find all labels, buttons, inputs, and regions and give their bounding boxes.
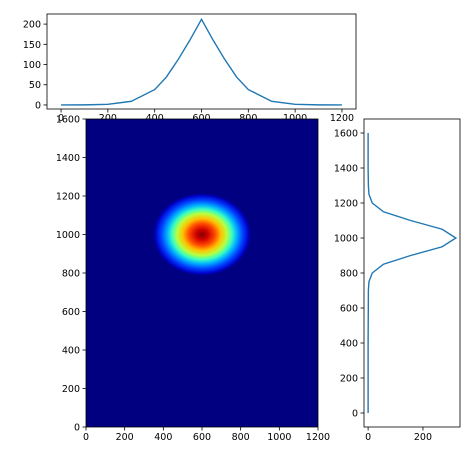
right-ytick-label-400: 400 xyxy=(340,339,358,350)
top-xtick-label-400: 400 xyxy=(146,113,164,124)
right-xtick-label-200: 200 xyxy=(414,432,432,443)
top-ytick-label-0: 0 xyxy=(35,100,41,111)
main-ytick-label-1200: 1200 xyxy=(56,192,80,203)
right-plot-background xyxy=(364,119,460,427)
top-profile-chart: 0 200 400 600 800 1000 1200 0 50 100 150 200 xyxy=(23,13,357,124)
main-ytick-label-1600: 1600 xyxy=(56,115,80,126)
main-xtick-label-800: 800 xyxy=(232,432,250,443)
top-xtick-label-600: 600 xyxy=(192,113,210,124)
right-ytick-label-200: 200 xyxy=(340,374,358,385)
top-xtick-label-1000: 1000 xyxy=(283,113,307,124)
top-ytick-label-200: 200 xyxy=(23,20,41,31)
right-xtick-label-0: 0 xyxy=(365,432,371,443)
main-ytick-label-600: 600 xyxy=(62,307,80,318)
top-xtick-label-800: 800 xyxy=(239,113,257,124)
top-xtick-label-1200: 1200 xyxy=(330,113,354,124)
top-xtick-label-0: 0 xyxy=(58,113,64,124)
main-xtick-label-0: 0 xyxy=(83,432,89,443)
right-ytick-label-0: 0 xyxy=(352,409,358,420)
right-series-line-0 xyxy=(367,133,458,413)
main-xtick-label-200: 200 xyxy=(116,432,134,443)
main-xtick-label-600: 600 xyxy=(193,432,211,443)
right-ytick-label-1400: 1400 xyxy=(334,164,358,175)
main-xtick-label-1000: 1000 xyxy=(267,432,291,443)
right-ytick-label-1000: 1000 xyxy=(334,234,358,245)
main-heatmap-chart: 0 200 400 600 800 1000 1200 0 200 400 600 800 1000 12… xyxy=(56,115,330,444)
top-xtick-label-200: 200 xyxy=(99,113,117,124)
right-profile-chart: 0 200 0 200 400 600 800 1000 1200 1400 1600 xyxy=(334,118,461,443)
heatmap-peak-blob xyxy=(152,192,252,277)
main-ytick-label-400: 400 xyxy=(62,346,80,357)
main-xtick-label-400: 400 xyxy=(154,432,172,443)
main-ytick-label-200: 200 xyxy=(62,384,80,395)
top-ytick-label-100: 100 xyxy=(23,60,41,71)
top-ytick-label-50: 50 xyxy=(29,80,41,91)
main-ytick-label-1000: 1000 xyxy=(56,230,80,241)
right-ytick-label-600: 600 xyxy=(340,304,358,315)
main-ytick-label-0: 0 xyxy=(74,423,80,434)
right-ytick-label-1600: 1600 xyxy=(334,129,358,140)
main-ytick-label-1400: 1400 xyxy=(56,153,80,164)
top-ytick-label-150: 150 xyxy=(23,40,41,51)
top-plot-background xyxy=(47,14,356,109)
main-xtick-label-1200: 1200 xyxy=(306,432,330,443)
top-series-line-0 xyxy=(61,17,342,106)
right-ytick-label-800: 800 xyxy=(340,269,358,280)
main-ytick-label-800: 800 xyxy=(62,269,80,280)
right-ytick-label-1200: 1200 xyxy=(334,199,358,210)
